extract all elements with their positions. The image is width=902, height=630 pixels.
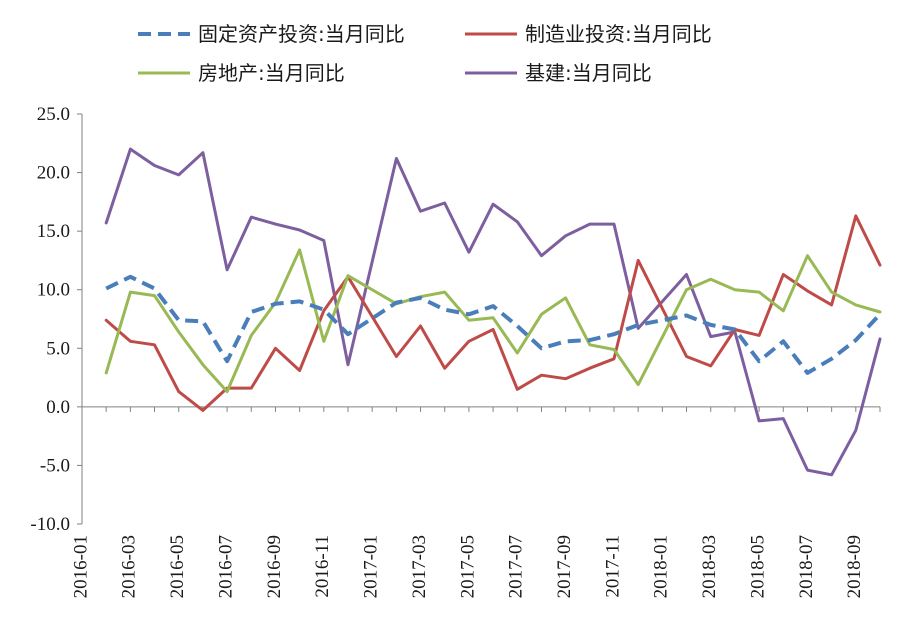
legend-label: 基建:当月同比 xyxy=(525,61,652,85)
y-tick-label: 20.0 xyxy=(37,163,70,184)
series-layer xyxy=(104,147,882,477)
x-tick-label: 2016-03 xyxy=(119,535,140,598)
x-tick-label: 2017-05 xyxy=(457,535,478,598)
legend-label: 房地产:当月同比 xyxy=(198,61,345,85)
x-tick-label: 2017-11 xyxy=(602,535,623,598)
x-tick-label: 2018-03 xyxy=(699,535,720,598)
y-tick-label: 0.0 xyxy=(46,397,70,418)
y-tick-label: -5.0 xyxy=(40,455,70,476)
x-tick-label: 2018-09 xyxy=(844,535,865,598)
x-tick-label: 2016-05 xyxy=(167,535,188,598)
y-tick-label: 25.0 xyxy=(37,104,70,125)
x-tick-label: 2017-03 xyxy=(409,535,430,598)
y-tick-label: -10.0 xyxy=(30,514,70,535)
x-tick-label: 2016-01 xyxy=(70,535,91,598)
series-line-3 xyxy=(104,248,882,394)
legend-label: 固定资产投资:当月同比 xyxy=(198,22,405,46)
y-tick-label: 5.0 xyxy=(46,338,70,359)
y-tick-label: 10.0 xyxy=(37,280,70,301)
x-tick-label: 2018-05 xyxy=(747,535,768,598)
x-tick-label: 2017-07 xyxy=(506,535,527,598)
x-tick-label: 2018-01 xyxy=(651,535,672,598)
x-tick-label: 2018-07 xyxy=(796,535,817,598)
series-line-1 xyxy=(105,274,882,375)
x-tick-label: 2016-11 xyxy=(312,535,333,598)
series-line-4 xyxy=(104,147,882,477)
x-tick-label: 2016-09 xyxy=(264,535,285,598)
legend-label: 制造业投资:当月同比 xyxy=(525,22,712,46)
x-tick-label: 2016-07 xyxy=(215,535,236,598)
x-tick-label: 2017-01 xyxy=(361,535,382,598)
x-tick-label: 2017-09 xyxy=(554,535,575,598)
y-tick-label: 15.0 xyxy=(37,221,70,242)
